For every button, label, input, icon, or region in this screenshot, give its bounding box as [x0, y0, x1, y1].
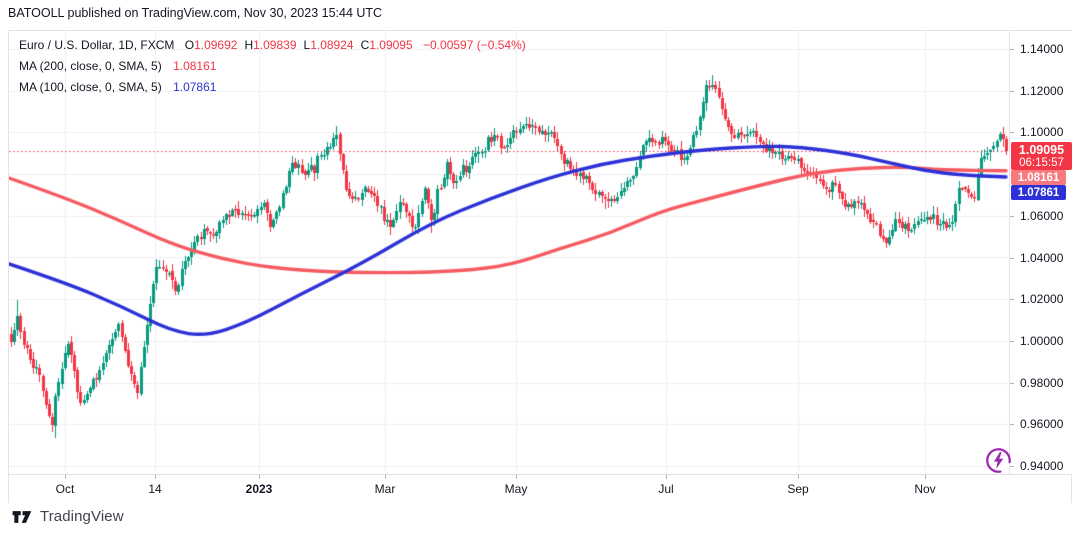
- time-axis-tick: [666, 475, 667, 479]
- price-axis-tick: [1010, 340, 1014, 342]
- price-axis: 1.09095 06:15:57 1.08161 1.07861 1.14000…: [1009, 31, 1072, 474]
- price-axis-label: 1.06000: [1020, 208, 1064, 223]
- ohlc-values: O1.09692 H1.09839 L1.08924 C1.09095: [185, 38, 420, 52]
- price-axis-tick: [1010, 382, 1014, 384]
- tradingview-logo-text: TradingView: [40, 508, 124, 525]
- price-axis-tick: [1010, 90, 1014, 92]
- price-axis-label: 0.98000: [1020, 375, 1064, 390]
- time-axis-tick: [798, 475, 799, 479]
- time-axis-label: 14: [148, 482, 162, 496]
- flash-icon[interactable]: [985, 447, 1012, 474]
- time-axis-tick: [516, 475, 517, 479]
- chart-widget: Euro / U.S. Dollar, 1D, FXCM O1.09692 H1.…: [8, 30, 1072, 503]
- price-axis-tick: [1010, 466, 1014, 467]
- price-axis-label: 1.00000: [1020, 333, 1064, 348]
- ma100-label: MA (100, close, 0, SMA, 5): [19, 80, 162, 94]
- time-axis-label: Sep: [787, 482, 809, 496]
- ma100-price-badge: 1.07861: [1011, 185, 1066, 200]
- ohlc-segment: L1.08924: [303, 38, 354, 52]
- price-axis-label: 1.04000: [1020, 250, 1064, 265]
- ma200-price-badge: 1.08161: [1011, 170, 1066, 185]
- time-axis-label: Mar: [374, 482, 396, 496]
- price-axis-label: 1.02000: [1020, 292, 1064, 307]
- tradingview-logo[interactable]: TradingView: [12, 508, 124, 525]
- time-axis-tick: [925, 475, 926, 479]
- bar-countdown: 06:15:57: [1019, 157, 1064, 169]
- time-axis-label: Oct: [55, 482, 75, 496]
- ma200-label: MA (200, close, 0, SMA, 5): [19, 59, 162, 73]
- price-axis-label: 0.96000: [1020, 417, 1064, 432]
- symbol-row: Euro / U.S. Dollar, 1D, FXCM O1.09692 H1.…: [19, 35, 526, 56]
- price-axis-label: 1.12000: [1020, 83, 1064, 98]
- last-price-value: 1.09095: [1018, 143, 1065, 157]
- time-axis-label: May: [504, 482, 528, 496]
- publish-info: BATOOLL published on TradingView.com, No…: [8, 6, 383, 20]
- tradingview-logo-icon: [12, 510, 32, 523]
- time-axis-label: Nov: [914, 482, 936, 496]
- time-axis: Oct 14 2023 Mar May Jul Sep Nov: [9, 474, 1071, 503]
- time-axis-label: Jul: [658, 482, 674, 496]
- price-axis-tick: [1010, 49, 1014, 50]
- candlestick-chart-canvas: [9, 31, 1009, 474]
- time-axis-tick: [385, 475, 386, 479]
- chart-legend: Euro / U.S. Dollar, 1D, FXCM O1.09692 H1.…: [19, 35, 526, 98]
- ma200-value: 1.08161: [173, 59, 217, 73]
- time-axis-tick: [65, 475, 66, 479]
- price-axis-tick: [1010, 132, 1014, 134]
- symbol-title: Euro / U.S. Dollar, 1D, FXCM: [19, 38, 175, 52]
- change-value: −0.00597 (−0.54%): [423, 38, 526, 52]
- price-axis-tick: [1010, 257, 1014, 259]
- price-axis-label: 0.94000: [1020, 459, 1064, 473]
- ma200-row: MA (200, close, 0, SMA, 5) 1.08161: [19, 56, 526, 77]
- ma100-value: 1.07861: [173, 80, 217, 94]
- price-axis-tick: [1010, 299, 1014, 301]
- price-axis-label: 1.10000: [1020, 125, 1064, 140]
- ohlc-segment: O1.09692: [184, 38, 238, 52]
- time-axis-tick: [155, 475, 156, 479]
- last-price-badge: 1.09095 06:15:57: [1011, 142, 1072, 170]
- price-axis-label: 1.14000: [1020, 42, 1064, 56]
- time-axis-label: 2023: [245, 482, 273, 496]
- price-axis-tick: [1010, 215, 1014, 217]
- ma100-row: MA (100, close, 0, SMA, 5) 1.07861: [19, 77, 526, 98]
- time-axis-tick: [259, 475, 260, 479]
- ohlc-segment: H1.09839: [244, 38, 297, 52]
- price-axis-tick: [1010, 424, 1014, 426]
- ohlc-segment: C1.09095: [360, 38, 413, 52]
